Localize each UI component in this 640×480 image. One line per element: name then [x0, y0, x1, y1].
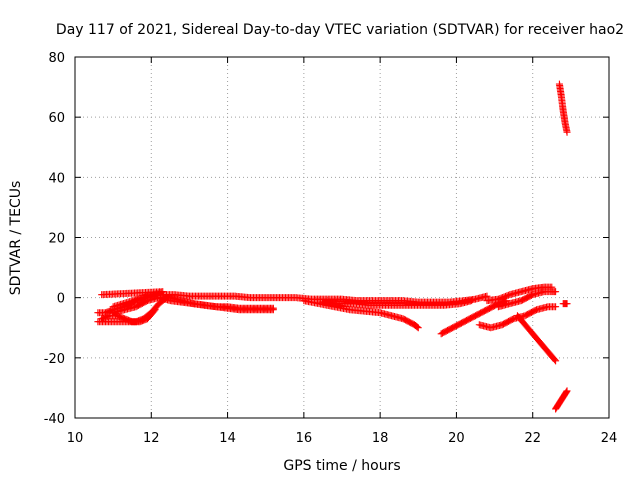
axis-ticks	[74, 56, 610, 419]
x-tick-label: 12	[143, 431, 160, 446]
series-track-l	[513, 312, 560, 365]
x-tick-label: 20	[448, 431, 465, 446]
data-point	[468, 297, 476, 305]
data-point	[563, 387, 571, 395]
data-point	[563, 300, 571, 308]
chart-title: Day 117 of 2021, Sidereal Day-to-day VTE…	[56, 22, 624, 38]
y-tick-label: -40	[44, 412, 65, 427]
data-point	[563, 128, 571, 136]
data-point	[551, 356, 559, 364]
x-tick-label: 14	[219, 431, 236, 446]
y-tick-label: 60	[48, 111, 65, 126]
y-tick-label: 80	[48, 51, 65, 66]
series-track-n	[552, 387, 571, 413]
y-tick-label: 40	[48, 171, 65, 186]
y-tick-label: -20	[44, 352, 65, 367]
data-point	[269, 304, 277, 312]
x-tick-label: 10	[67, 431, 84, 446]
data-point	[552, 288, 560, 296]
data-point	[548, 283, 556, 291]
series-track-k	[483, 283, 556, 305]
data-point	[552, 303, 560, 311]
data-point	[151, 306, 159, 314]
x-tick-label: 16	[296, 431, 313, 446]
data-point	[150, 307, 158, 315]
y-tick-labels: -40 -20 0 20 40 60 80	[44, 51, 65, 427]
y-tick-label: 20	[48, 232, 65, 247]
x-axis-label: GPS time / hours	[283, 458, 400, 474]
series-track-c	[98, 306, 159, 326]
series-track-f	[300, 297, 422, 332]
series-track-o	[559, 300, 571, 308]
series-outlier-a	[98, 288, 167, 311]
data-point	[413, 323, 421, 331]
y-axis-label: SDTVAR / TECUs	[8, 181, 24, 296]
x-tick-label: 24	[601, 431, 618, 446]
data-point	[552, 357, 560, 365]
data-points	[94, 80, 571, 413]
y-tick-label: 0	[57, 292, 65, 307]
grid-lines	[75, 57, 609, 418]
series-track-g	[319, 297, 476, 309]
data-point	[562, 388, 570, 396]
x-tick-labels: 10 12 14 16 18 20 22 24	[67, 431, 618, 446]
data-point	[109, 303, 117, 311]
x-tick-label: 22	[524, 431, 541, 446]
data-point	[414, 324, 422, 332]
series-track-e	[155, 294, 277, 312]
x-tick-label: 18	[372, 431, 389, 446]
series-track-m	[555, 80, 571, 136]
